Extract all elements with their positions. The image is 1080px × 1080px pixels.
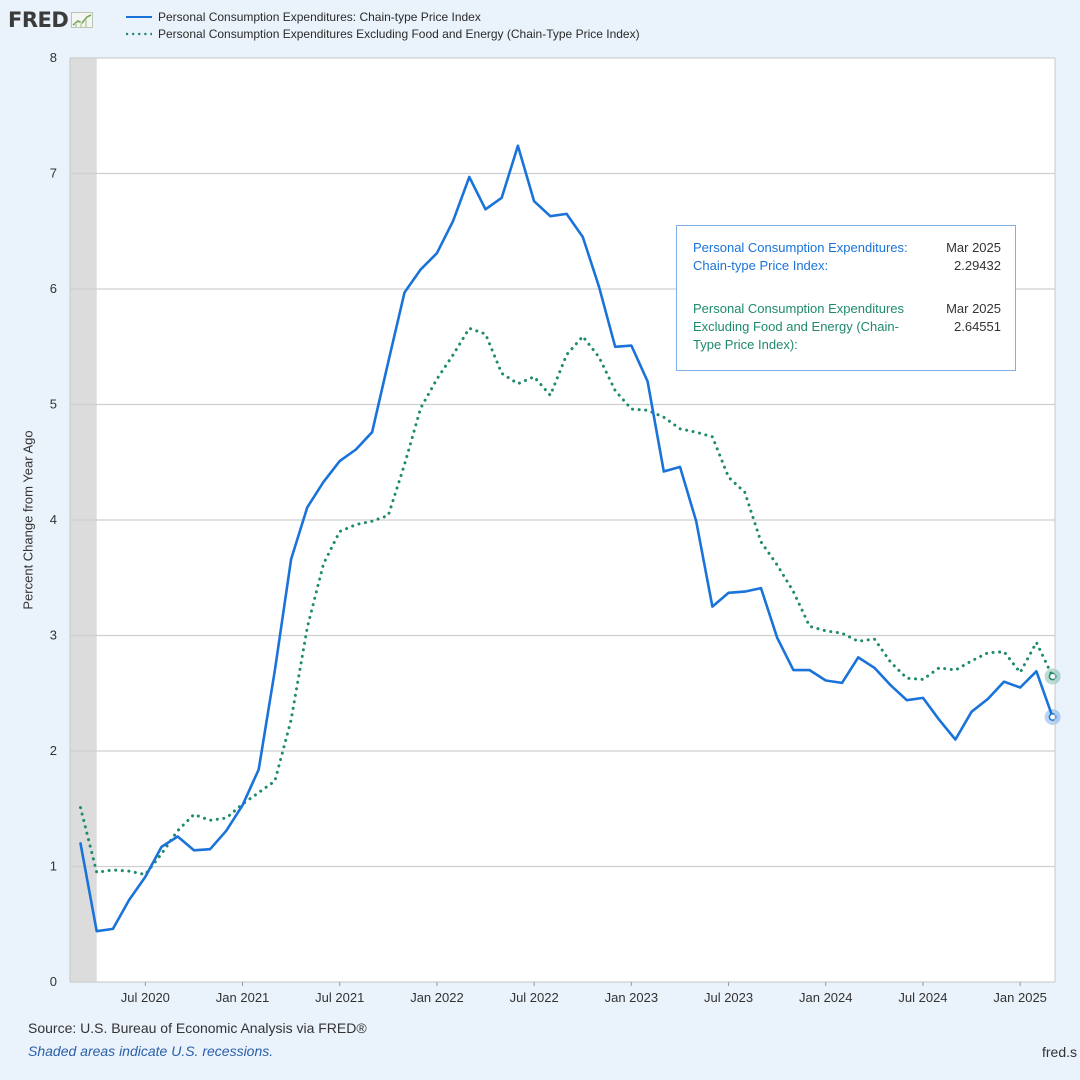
hover-marker-point [1048, 672, 1057, 681]
x-tick-label: Jan 2021 [216, 990, 270, 1005]
mini-chart-icon [71, 12, 94, 28]
legend-label-core-pce: Personal Consumption Expenditures Exclud… [158, 26, 640, 41]
dotted-line-swatch-icon [126, 32, 152, 35]
tooltip-value: 2.29432 [954, 258, 1001, 273]
x-tick-label: Jan 2025 [993, 990, 1047, 1005]
y-tick-label: 2 [50, 743, 57, 758]
y-tick-label: 0 [50, 974, 57, 989]
series-line-pce [79, 144, 1054, 933]
x-tick-label: Jan 2022 [410, 990, 464, 1005]
source-note: Source: U.S. Bureau of Economic Analysis… [28, 1020, 367, 1036]
hover-marker-point [1048, 713, 1057, 721]
x-tick-label: Jul 2024 [898, 990, 947, 1005]
x-tick-label: Jul 2020 [121, 990, 170, 1005]
x-tick-label: Jan 2024 [799, 990, 853, 1005]
fred-logo-text: FRED [8, 8, 69, 32]
x-tick-label: Jul 2022 [510, 990, 559, 1005]
solid-line-swatch-icon [126, 15, 152, 18]
y-tick-label: 3 [50, 628, 57, 643]
tooltip-panel: Personal Consumption Expenditures: Chain… [676, 225, 1016, 371]
x-tick-label: Jul 2021 [315, 990, 364, 1005]
y-tick-label: 7 [50, 166, 57, 181]
y-tick-label: 6 [50, 281, 57, 296]
tooltip-date: Mar 2025 [946, 301, 1001, 316]
y-tick-label: 1 [50, 859, 57, 874]
y-tick-label: 5 [50, 397, 57, 412]
tooltip-value: 2.64551 [954, 319, 1001, 334]
y-tick-label: 4 [50, 512, 57, 527]
x-tick-label: Jul 2023 [704, 990, 753, 1005]
y-axis-label: Percent Change from Year Ago [20, 430, 36, 610]
recession-note: Shaded areas indicate U.S. recessions. [28, 1043, 274, 1059]
x-tick-label: Jan 2023 [605, 990, 659, 1005]
series-line-core-pce [79, 326, 1055, 877]
legend-label-pce: Personal Consumption Expenditures: Chain… [158, 9, 481, 24]
fred-logo[interactable]: FRED [8, 8, 94, 32]
chart-legend: Personal Consumption Expenditures: Chain… [126, 8, 640, 42]
y-tick-label: 8 [50, 50, 57, 65]
legend-item-pce[interactable]: Personal Consumption Expenditures: Chain… [126, 8, 640, 25]
legend-item-core-pce[interactable]: Personal Consumption Expenditures Exclud… [126, 25, 640, 42]
chart-header: FRED Personal Consumption Expenditures: … [8, 6, 1068, 46]
tooltip-date: Mar 2025 [946, 240, 1001, 255]
site-link[interactable]: fred.s [1042, 1044, 1078, 1060]
tooltip-series-name: Personal Consumption Expenditures Exclud… [693, 301, 905, 352]
tooltip-series-name: Personal Consumption Expenditures: Chain… [693, 240, 908, 273]
